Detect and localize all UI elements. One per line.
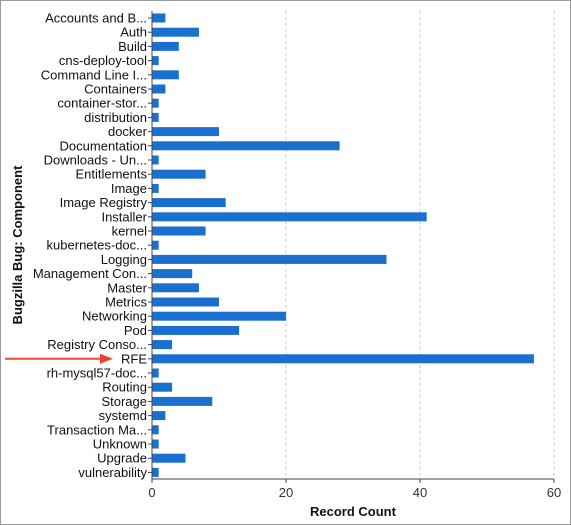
y-tick-label-27: Storage xyxy=(101,394,147,409)
y-tick-label-19: Master xyxy=(107,280,147,295)
y-tick-label-29: Transaction Ma... xyxy=(47,422,147,437)
bar-0 xyxy=(152,13,166,23)
bar-13 xyxy=(152,198,226,208)
bar-30 xyxy=(152,439,159,449)
annotation-arrow-head xyxy=(100,353,113,364)
bar-23 xyxy=(152,340,173,350)
y-tick-label-26: Routing xyxy=(102,380,147,395)
bar-31 xyxy=(152,453,186,463)
x-tick-label-60: 60 xyxy=(547,485,561,500)
bar-17 xyxy=(152,254,387,264)
y-tick-label-12: Image xyxy=(111,181,147,196)
bar-8 xyxy=(152,127,219,137)
bar-26 xyxy=(152,382,173,392)
y-tick-label-14: Installer xyxy=(101,209,147,224)
bar-14 xyxy=(152,212,427,222)
bar-15 xyxy=(152,226,206,236)
bar-12 xyxy=(152,183,159,193)
bar-22 xyxy=(152,325,240,335)
y-tick-label-17: Logging xyxy=(101,252,147,267)
y-tick-label-22: Pod xyxy=(124,323,147,338)
y-tick-label-20: Metrics xyxy=(105,295,147,310)
y-tick-label-32: vulnerability xyxy=(78,465,147,480)
bar-1 xyxy=(152,27,199,37)
bar-2 xyxy=(152,41,179,51)
bar-24 xyxy=(152,354,534,364)
bar-32 xyxy=(152,467,159,477)
y-tick-label-18: Management Con... xyxy=(33,266,147,281)
y-tick-label-7: distribution xyxy=(84,110,147,125)
y-tick-label-16: kubernetes-doc... xyxy=(47,238,147,253)
y-tick-label-6: container-stor... xyxy=(57,96,147,111)
bar-20 xyxy=(152,297,219,307)
y-tick-label-4: Command Line I... xyxy=(41,67,147,82)
y-tick-label-5: Containers xyxy=(84,82,147,97)
bar-19 xyxy=(152,283,199,293)
bar-9 xyxy=(152,141,340,151)
y-tick-label-9: Documentation xyxy=(60,138,147,153)
y-tick-label-0: Accounts and B... xyxy=(45,11,147,26)
bar-3 xyxy=(152,56,159,66)
bar-27 xyxy=(152,396,213,406)
x-axis-title: Record Count xyxy=(310,504,397,519)
bar-7 xyxy=(152,112,159,122)
y-tick-label-23: Registry Conso... xyxy=(47,337,147,352)
x-tick-label-20: 20 xyxy=(279,485,293,500)
y-tick-label-2: Build xyxy=(118,39,147,54)
x-tick-label-40: 40 xyxy=(413,485,427,500)
bar-16 xyxy=(152,240,159,250)
y-tick-label-28: systemd xyxy=(99,408,147,423)
y-tick-label-8: docker xyxy=(108,124,148,139)
bar-28 xyxy=(152,411,166,421)
y-tick-label-3: cns-deploy-tool xyxy=(59,53,147,68)
y-tick-label-15: kernel xyxy=(112,224,148,239)
y-tick-label-31: Upgrade xyxy=(97,451,147,466)
bar-6 xyxy=(152,98,159,108)
x-tick-label-0: 0 xyxy=(148,485,155,500)
y-tick-label-13: Image Registry xyxy=(60,195,148,210)
bar-18 xyxy=(152,269,193,279)
y-tick-label-30: Unknown xyxy=(93,437,147,452)
y-tick-label-24: RFE xyxy=(121,351,147,366)
y-tick-label-21: Networking xyxy=(82,309,147,324)
y-tick-label-1: Auth xyxy=(120,25,147,40)
y-tick-label-10: Downloads - Un... xyxy=(44,153,147,168)
y-axis-title: Bugzilla Bug: Component xyxy=(10,165,25,325)
bar-21 xyxy=(152,311,286,321)
y-tick-label-11: Entitlements xyxy=(75,167,147,182)
bar-10 xyxy=(152,155,159,165)
bar-11 xyxy=(152,169,206,179)
bar-25 xyxy=(152,368,159,378)
bar-5 xyxy=(152,84,166,94)
bar-29 xyxy=(152,425,159,435)
bar-4 xyxy=(152,70,179,80)
y-tick-label-25: rh-mysql57-doc... xyxy=(47,366,147,381)
